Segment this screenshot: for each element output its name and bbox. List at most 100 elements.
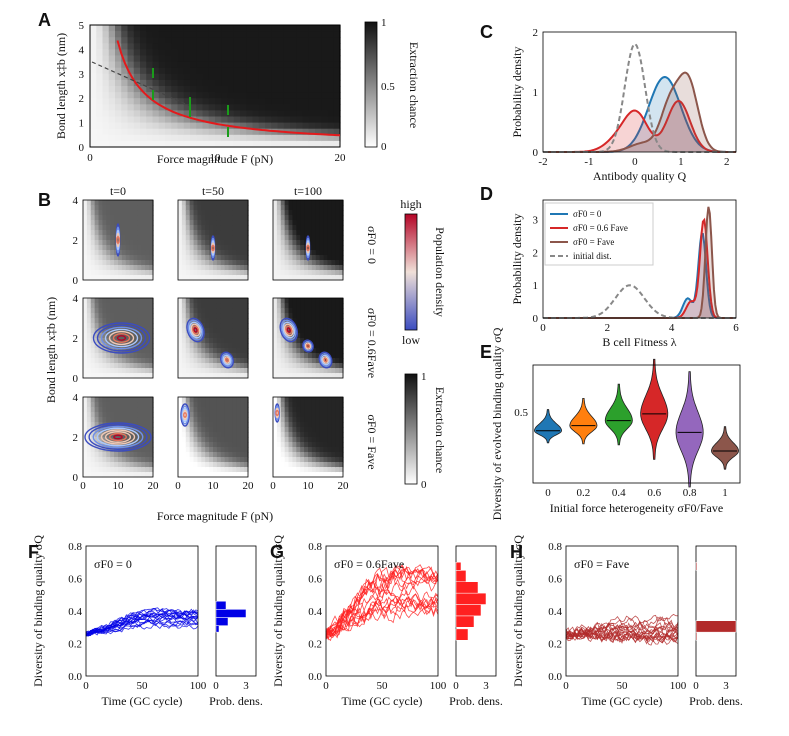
A-heat-cell: [233, 98, 241, 105]
B-heat-cell: [121, 363, 127, 369]
B-heat-cell: [189, 205, 195, 211]
B-heat-cell: [189, 308, 195, 314]
B-heat-cell: [280, 338, 286, 344]
A-heat-cell: [146, 116, 154, 124]
B-heat-cell: [319, 323, 325, 329]
B-heat-cell: [327, 432, 332, 438]
A-heat-cell: [227, 25, 235, 32]
B-heat-cell: [273, 328, 278, 334]
B-heat-cell: [185, 462, 191, 468]
B-heat-cell: [178, 225, 183, 231]
B-heat-cell: [315, 303, 321, 309]
B-heat-cell: [145, 373, 150, 379]
B-heat-cell: [304, 447, 309, 453]
B-heat-cell: [327, 472, 332, 478]
B-heat-cell: [216, 265, 222, 271]
B-heat-cell: [213, 462, 218, 468]
B-heat-cell: [141, 472, 146, 478]
A-heat-cell: [165, 86, 172, 93]
B-heat-cell: [83, 260, 88, 266]
A-heat-cell: [140, 128, 147, 136]
H-hist-bar-2: [695, 562, 698, 571]
B-heat-cell: [216, 452, 222, 458]
B-heat-cell: [224, 200, 230, 206]
B-heat-cell: [145, 235, 150, 241]
B-heat-cell: [185, 348, 191, 354]
B-heat-cell: [137, 220, 142, 226]
B-heat-cell: [315, 397, 321, 403]
B-heat-cell: [335, 245, 340, 251]
B-heat-cell: [284, 245, 290, 251]
B-heat-cell: [189, 358, 195, 364]
B-heat-cell: [280, 432, 286, 438]
B-heat-cell: [145, 210, 150, 216]
B-heat-cell: [273, 462, 278, 468]
B-heat-cell: [137, 333, 142, 339]
A-heat-cell: [227, 61, 235, 69]
B-heat-cell: [292, 313, 297, 319]
B-heat-cell: [102, 215, 107, 221]
B-heat-cell: [236, 215, 241, 221]
B-heat-cell: [288, 348, 294, 354]
A-heat-cell: [108, 49, 116, 57]
B-heat-cell: [94, 462, 100, 468]
A-heat-cell: [227, 79, 235, 87]
B-heat-cell: [244, 452, 249, 458]
A-heat-cell: [208, 110, 216, 118]
B-heat-cell: [232, 235, 237, 241]
A-heat-cell: [140, 116, 147, 124]
A-heat-cell: [327, 55, 335, 63]
B-heat-cell: [193, 368, 199, 374]
B-heat-cell: [224, 333, 230, 339]
B-heat-cell: [205, 225, 210, 231]
B-heat-cell: [273, 298, 278, 304]
A-heat-cell: [240, 61, 247, 69]
B-heat-cell: [236, 328, 241, 334]
B-heat-cell: [125, 313, 131, 319]
B-heat-cell: [236, 397, 241, 403]
B-heat-cell: [185, 230, 191, 236]
B-heat-cell: [232, 333, 237, 339]
B-heat-cell: [205, 303, 210, 309]
B-heat-cell: [149, 205, 154, 211]
B-heat-cell: [244, 333, 249, 339]
B-heat-cell: [220, 210, 226, 216]
B-heat-cell: [209, 432, 214, 438]
B-heat-cell: [216, 215, 222, 221]
B-heat-cell: [224, 368, 230, 374]
A-heat-cell: [221, 73, 229, 81]
B-heat-cell: [121, 308, 127, 314]
A-heat-cell: [133, 73, 141, 81]
B-heat-cell: [114, 200, 119, 206]
B-pop-contour: [92, 322, 151, 354]
B-heat-cell: [339, 412, 344, 418]
B-heat-cell: [323, 265, 329, 271]
A-heat-cell: [327, 134, 335, 142]
B-heat-cell: [121, 205, 127, 211]
B-heat-cell: [331, 245, 336, 251]
A-heat-cell: [302, 25, 310, 32]
H-hist-xlabel: Prob. dens.: [689, 694, 743, 708]
B-heat-cell: [288, 427, 294, 433]
B-heat-cell: [125, 462, 131, 468]
B-heat-cell: [244, 467, 249, 473]
A-heat-cell: [265, 128, 272, 136]
H-frame: [565, 545, 679, 677]
B-heat-cell: [319, 402, 325, 408]
B-heat-cell: [273, 255, 278, 261]
B-heat-cell: [181, 343, 187, 349]
B-heat-cell: [300, 323, 305, 329]
B-heat-cell: [216, 230, 222, 236]
B-heat-cell: [83, 245, 88, 251]
B-heat-cell: [276, 333, 282, 339]
B-heat-cell: [276, 397, 282, 403]
B-heat-cell: [205, 397, 210, 403]
A-heat-cell: [121, 55, 129, 63]
B-heat-cell: [276, 472, 282, 478]
B-heat-cell: [94, 368, 100, 374]
B-heat-cell: [304, 225, 309, 231]
B-heat-cell: [224, 348, 230, 354]
F-frame: [85, 545, 199, 677]
B-heat-cell: [129, 265, 135, 271]
B-heat-cell: [331, 358, 336, 364]
